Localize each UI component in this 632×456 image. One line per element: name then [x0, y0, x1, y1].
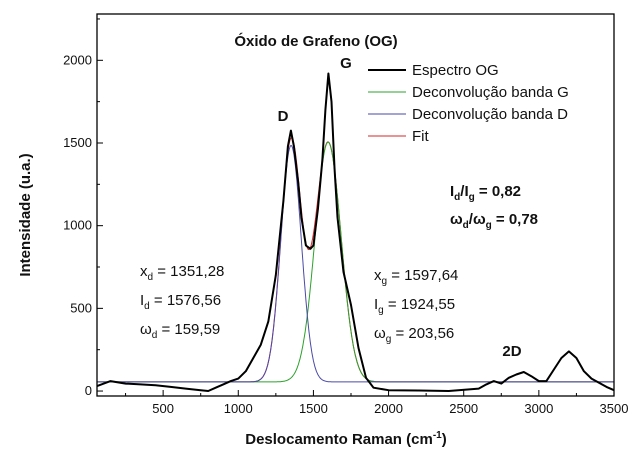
legend-label-espectro: Espectro OG: [412, 62, 499, 79]
band-ratios: Id/Ig = 0,82 ωd/ωg = 0,78: [450, 183, 538, 231]
g-position-text: xg = 1597,64: [374, 267, 458, 287]
legend-label-banda-g: Deconvolução banda G: [412, 84, 569, 101]
y-tick-label: 1000: [63, 218, 92, 233]
legend: Espectro OG Deconvolução banda G Deconvo…: [368, 62, 569, 145]
y-tick-label: 1500: [63, 135, 92, 150]
y-tick-label: 0: [85, 383, 92, 398]
x-tick-label: 2500: [449, 401, 478, 416]
g-intensity-text: Ig = 1924,55: [374, 296, 455, 316]
intensity-ratio-text: Id/Ig = 0,82: [450, 183, 521, 203]
d-position-text: xd = 1351,28: [140, 263, 224, 283]
y-tick-label: 2000: [63, 52, 92, 67]
legend-label-banda-d: Deconvolução banda D: [412, 106, 568, 123]
series-espectro-og: [96, 72, 615, 392]
plot-frame: [96, 13, 615, 397]
peak-label-2d: 2D: [502, 343, 521, 360]
y-tick-label: 500: [70, 300, 92, 315]
x-axis-title: Deslocamento Raman (cm-1): [245, 430, 446, 448]
x-tick-label: 3500: [600, 401, 629, 416]
g-band-parameters: xg = 1597,64 Ig = 1924,55 ωg = 203,56: [374, 267, 458, 345]
d-band-parameters: xd = 1351,28 Id = 1576,56 ωd = 159,59: [140, 263, 224, 341]
width-ratio-text: ωd/ωg = 0,78: [450, 211, 538, 231]
peak-label-g: G: [340, 55, 352, 72]
x-tick-label: 3000: [524, 401, 553, 416]
chart-title: Óxido de Grafeno (OG): [234, 32, 397, 50]
g-width-text: ωg = 203,56: [374, 325, 454, 345]
x-tick-label: 2000: [374, 401, 403, 416]
axes: 500 1000 1500 2000 2500 3000 3500 0 500 1000 1500 2…: [63, 13, 629, 416]
d-width-text: ωd = 159,59: [140, 321, 220, 341]
legend-label-fit: Fit: [412, 128, 429, 145]
series-curves: [96, 72, 615, 392]
x-tick-label: 500: [152, 401, 174, 416]
y-axis-title: Intensidade (u.a.): [17, 153, 34, 276]
x-tick-label: 1500: [299, 401, 328, 416]
series-banda-d: [97, 144, 614, 383]
peak-label-d: D: [278, 108, 289, 125]
x-tick-label: 1000: [224, 401, 253, 416]
series-fit: [97, 137, 614, 383]
d-intensity-text: Id = 1576,56: [140, 292, 221, 312]
